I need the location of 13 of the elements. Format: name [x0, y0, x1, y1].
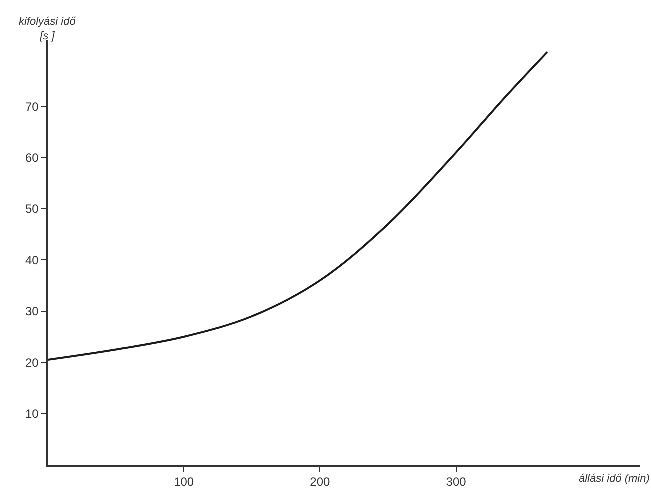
line-series — [48, 51, 548, 362]
y-axis-title: kifolyási idő [s ] — [19, 16, 77, 42]
x-axis-title: állási idő (min) — [579, 473, 650, 485]
y-tick-label: 50 — [25, 202, 40, 216]
x-tick-label: 100 — [174, 475, 194, 490]
x-tick-label: 300 — [446, 475, 467, 490]
y-tick-label: 40 — [25, 253, 40, 268]
y-tick-label: 70 — [25, 100, 40, 114]
x-tick-label: 200 — [310, 475, 331, 490]
y-tick-label: 30 — [25, 304, 40, 319]
y-tick-label: 10 — [25, 407, 40, 421]
y-tick-label: 60 — [25, 150, 40, 165]
y-tick-label: 20 — [25, 356, 40, 370]
